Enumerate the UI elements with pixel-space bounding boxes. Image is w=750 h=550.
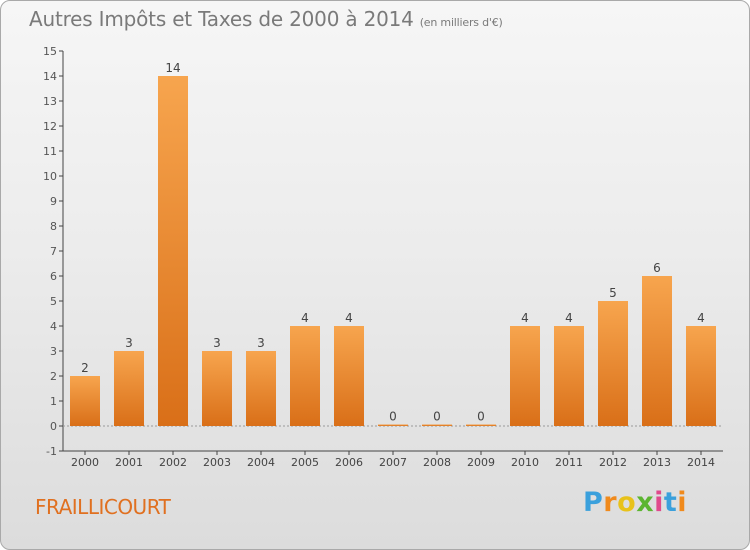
bar (70, 376, 100, 426)
data-label: 4 (521, 311, 529, 325)
logo-letter: i (677, 487, 688, 518)
data-label: 6 (653, 261, 661, 275)
x-tick-label: 2011 (555, 456, 583, 469)
data-label: 0 (433, 410, 441, 424)
bar (378, 424, 408, 426)
bar (334, 326, 364, 426)
y-tick-label: 12 (43, 120, 57, 133)
data-label: 3 (213, 336, 221, 350)
x-tick-label: 2010 (511, 456, 539, 469)
bar (598, 301, 628, 426)
logo-letter: x (636, 487, 655, 518)
x-tick-label: 2009 (467, 456, 495, 469)
x-tick-label: 2001 (115, 456, 143, 469)
y-tick-label: 7 (50, 245, 57, 258)
logo-letter: P (583, 487, 604, 518)
x-tick-label: 2008 (423, 456, 451, 469)
data-label: 5 (609, 286, 617, 300)
bar (554, 326, 584, 426)
y-tick-label: 9 (50, 195, 57, 208)
data-label: 0 (477, 410, 485, 424)
logo-letter: t (663, 487, 678, 518)
x-tick-label: 2000 (71, 456, 99, 469)
y-tick-label: 4 (50, 320, 57, 333)
bar (422, 424, 452, 426)
y-tick-label: 14 (43, 70, 57, 83)
x-tick-label: 2005 (291, 456, 319, 469)
x-tick-label: 2006 (335, 456, 363, 469)
proxiti-logo: Proxiti (583, 487, 687, 518)
chart-unit: (en milliers d'€) (419, 16, 503, 29)
y-tick-label: 10 (43, 170, 57, 183)
y-tick-label: 11 (43, 145, 57, 158)
bar (466, 424, 496, 426)
x-tick-label: 2014 (687, 456, 715, 469)
commune-name: FRAILLICOURT (35, 495, 171, 519)
bar (686, 326, 716, 426)
logo-letter: r (603, 487, 618, 518)
y-tick-label: 13 (43, 95, 57, 108)
data-label: 4 (345, 311, 353, 325)
logo-letter: o (617, 487, 637, 518)
data-label: 4 (697, 311, 705, 325)
y-tick-label: 15 (43, 45, 57, 58)
y-tick-label: 1 (50, 395, 57, 408)
bar (202, 351, 232, 426)
bar (290, 326, 320, 426)
y-tick-label: 8 (50, 220, 57, 233)
x-tick-label: 2007 (379, 456, 407, 469)
data-label: 2 (81, 361, 89, 375)
y-tick-label: -1 (46, 445, 57, 458)
x-tick-label: 2003 (203, 456, 231, 469)
y-tick-label: 5 (50, 295, 57, 308)
data-label: 3 (125, 336, 133, 350)
logo-letter: i (654, 487, 664, 518)
chart-title-text: Autres Impôts et Taxes de 2000 à 2014 (29, 7, 414, 31)
bar (246, 351, 276, 426)
y-tick-label: 2 (50, 370, 57, 383)
x-tick-label: 2004 (247, 456, 275, 469)
y-tick-label: 0 (50, 420, 57, 433)
data-label: 14 (165, 61, 180, 75)
x-tick-label: 2012 (599, 456, 627, 469)
data-label: 4 (565, 311, 573, 325)
y-tick-label: 6 (50, 270, 57, 283)
bar (642, 276, 672, 426)
data-label: 4 (301, 311, 309, 325)
data-label: 0 (389, 410, 397, 424)
bar (114, 351, 144, 426)
bar (158, 76, 188, 426)
bar (510, 326, 540, 426)
data-label: 3 (257, 336, 265, 350)
x-tick-label: 2013 (643, 456, 671, 469)
chart-title: Autres Impôts et Taxes de 2000 à 2014 (en… (29, 7, 503, 31)
x-tick-label: 2002 (159, 456, 187, 469)
y-tick-label: 3 (50, 345, 57, 358)
